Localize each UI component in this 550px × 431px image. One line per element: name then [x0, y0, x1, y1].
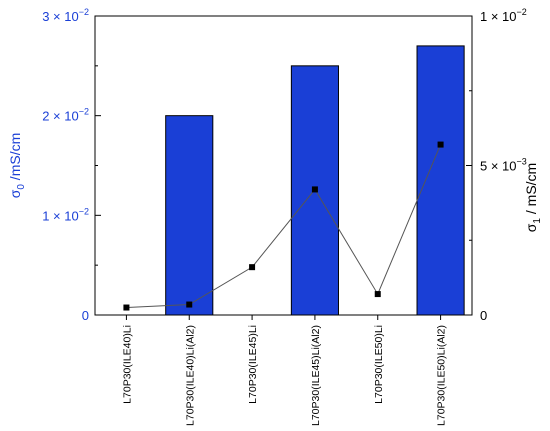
- line-point-2: [186, 301, 193, 308]
- line-point-1: [123, 304, 130, 311]
- right-axis-ticks: 0 5 × 10−3 1 × 10−2: [466, 7, 527, 323]
- line-layer: [123, 141, 444, 311]
- right-tick-label-3: 1 × 10−2: [480, 7, 527, 24]
- x-tick-label-4: L70P30(ILE45)Li(Al2): [310, 325, 322, 426]
- line-point-5: [374, 291, 381, 298]
- left-axis-ticks: 0 1 × 10−2 2 × 10−2 3 × 10−2: [42, 7, 101, 323]
- bar-6: [416, 45, 465, 316]
- plot-frame: [94, 15, 473, 316]
- bar-2: [165, 115, 214, 316]
- x-axis-ticks: L70P30(ILE40)Li L70P30(ILE40)Li(Al2) L70P3…: [121, 315, 448, 426]
- line-point-4: [311, 186, 318, 193]
- x-tick-label-5: L70P30(ILE50)Li: [373, 325, 385, 404]
- plot-border: [94, 15, 473, 316]
- x-tick-label-2: L70P30(ILE40)Li(Al2): [184, 325, 196, 426]
- right-tick-label-2: 5 × 10−3: [480, 157, 527, 174]
- right-tick-label-1: 0: [480, 308, 487, 323]
- line-point-6: [437, 141, 444, 148]
- x-tick-label-6: L70P30(ILE50)Li(Al2): [436, 325, 448, 426]
- left-tick-label-2: 1 × 10−2: [42, 206, 89, 223]
- left-axis-label: σ0 /mS/cm: [7, 133, 27, 199]
- left-tick-label-3: 2 × 10−2: [42, 107, 89, 124]
- line-point-3: [249, 264, 256, 271]
- right-axis-label: σ1 / mS/cm: [523, 163, 543, 232]
- x-tick-label-1: L70P30(ILE40)Li: [121, 325, 133, 404]
- x-tick-label-3: L70P30(ILE45)Li: [247, 325, 259, 404]
- series-line: [126, 144, 442, 309]
- left-tick-label-4: 3 × 10−2: [42, 7, 89, 24]
- left-tick-label-1: 0: [82, 308, 89, 323]
- bars-layer: [165, 45, 465, 316]
